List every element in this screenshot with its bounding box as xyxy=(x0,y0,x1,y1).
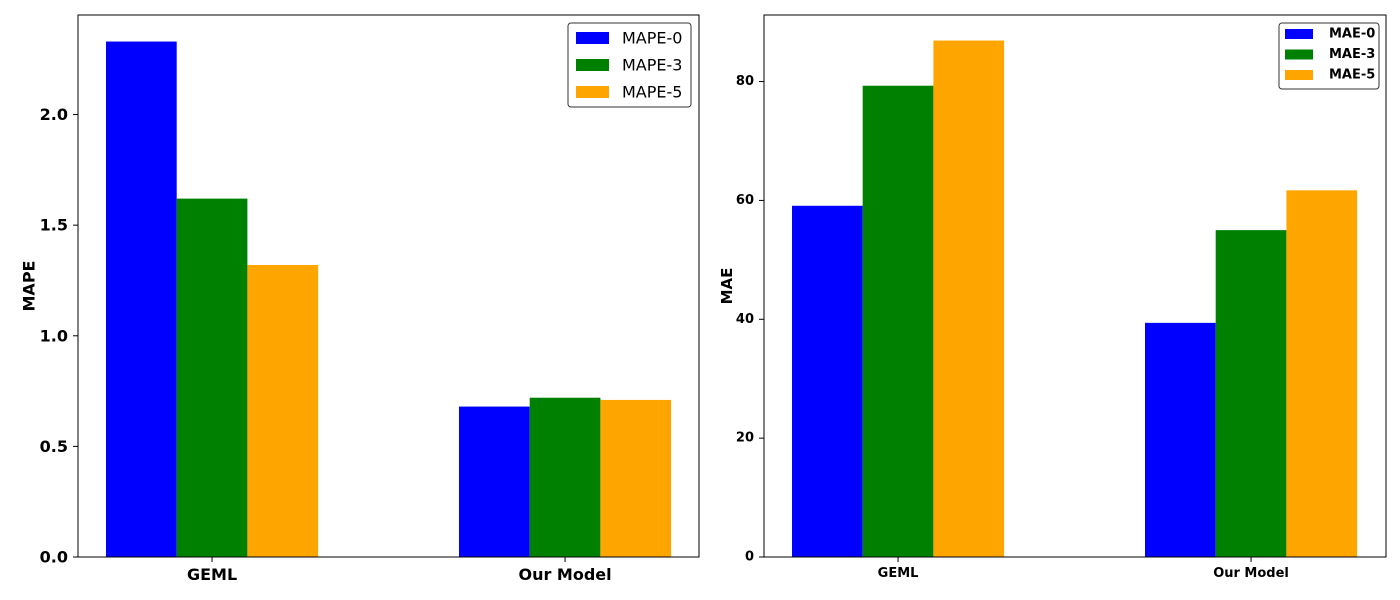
bar-mape-5-geml xyxy=(247,264,319,557)
y-tick-label: 0.0 xyxy=(40,548,68,567)
plot-frame xyxy=(763,14,1387,558)
legend-label-mae-3: MAE-3 xyxy=(1329,47,1375,62)
legend-label-mape-5: MAPE-5 xyxy=(622,83,682,102)
y-tick-label: 60 xyxy=(736,193,754,208)
legend-label-mape-3: MAPE-3 xyxy=(622,56,682,75)
x-tick-label: Our Model xyxy=(518,565,611,584)
legend-swatch-mae-0 xyxy=(1285,29,1313,39)
legend-label-mae-0: MAE-0 xyxy=(1329,27,1375,42)
legend-label-mae-5: MAE-5 xyxy=(1329,68,1375,83)
legend-swatch-mape-3 xyxy=(576,59,609,71)
y-tick-label: 80 xyxy=(736,74,754,89)
y-axis-label: MAPE xyxy=(20,261,39,312)
plot-frame xyxy=(77,14,700,558)
y-tick-label: 0 xyxy=(745,550,754,565)
y-axis-label: MAE xyxy=(718,268,736,305)
y-tick-label: 40 xyxy=(736,312,754,327)
legend-swatch-mape-0 xyxy=(576,32,609,44)
legend-swatch-mae-5 xyxy=(1285,70,1313,80)
bar-mae-3-geml xyxy=(862,85,934,557)
legend: MAE-0 MAE-3 MAE-5 xyxy=(1278,22,1380,90)
y-tick-label: 20 xyxy=(736,431,754,446)
bar-mape-5-our-model xyxy=(600,399,672,557)
chart-panel-2: 0 20 40 60 80 GEML Our Model MAE MAE-0 MAE-3 MAE-5 xyxy=(718,14,1387,581)
bar-mae-5-our-model xyxy=(1286,190,1358,557)
bar-mae-0-geml xyxy=(792,205,863,558)
legend-swatch-mape-5 xyxy=(576,86,609,98)
bar-mape-0-geml xyxy=(106,41,177,558)
x-tick-label: GEML xyxy=(878,566,919,581)
y-tick-label: 1.0 xyxy=(40,326,68,345)
bar-mape-3-geml xyxy=(176,198,248,557)
x-tick-label: GEML xyxy=(187,565,237,584)
bar-mape-3-our-model xyxy=(529,397,601,557)
bar-mape-0-our-model xyxy=(459,406,530,557)
x-tick-label: Our Model xyxy=(1213,566,1289,581)
legend: MAPE-0 MAPE-3 MAPE-5 xyxy=(567,22,692,108)
bar-mae-3-our-model xyxy=(1215,230,1287,557)
y-tick-label: 2.0 xyxy=(40,105,68,124)
bar-mae-0-our-model xyxy=(1145,322,1216,557)
bar-mae-5-geml xyxy=(933,40,1005,558)
y-tick-label: 1.5 xyxy=(40,216,68,235)
legend-label-mape-0: MAPE-0 xyxy=(622,29,682,48)
legend-swatch-mae-3 xyxy=(1285,49,1313,60)
y-tick-label: 0.5 xyxy=(40,437,68,456)
